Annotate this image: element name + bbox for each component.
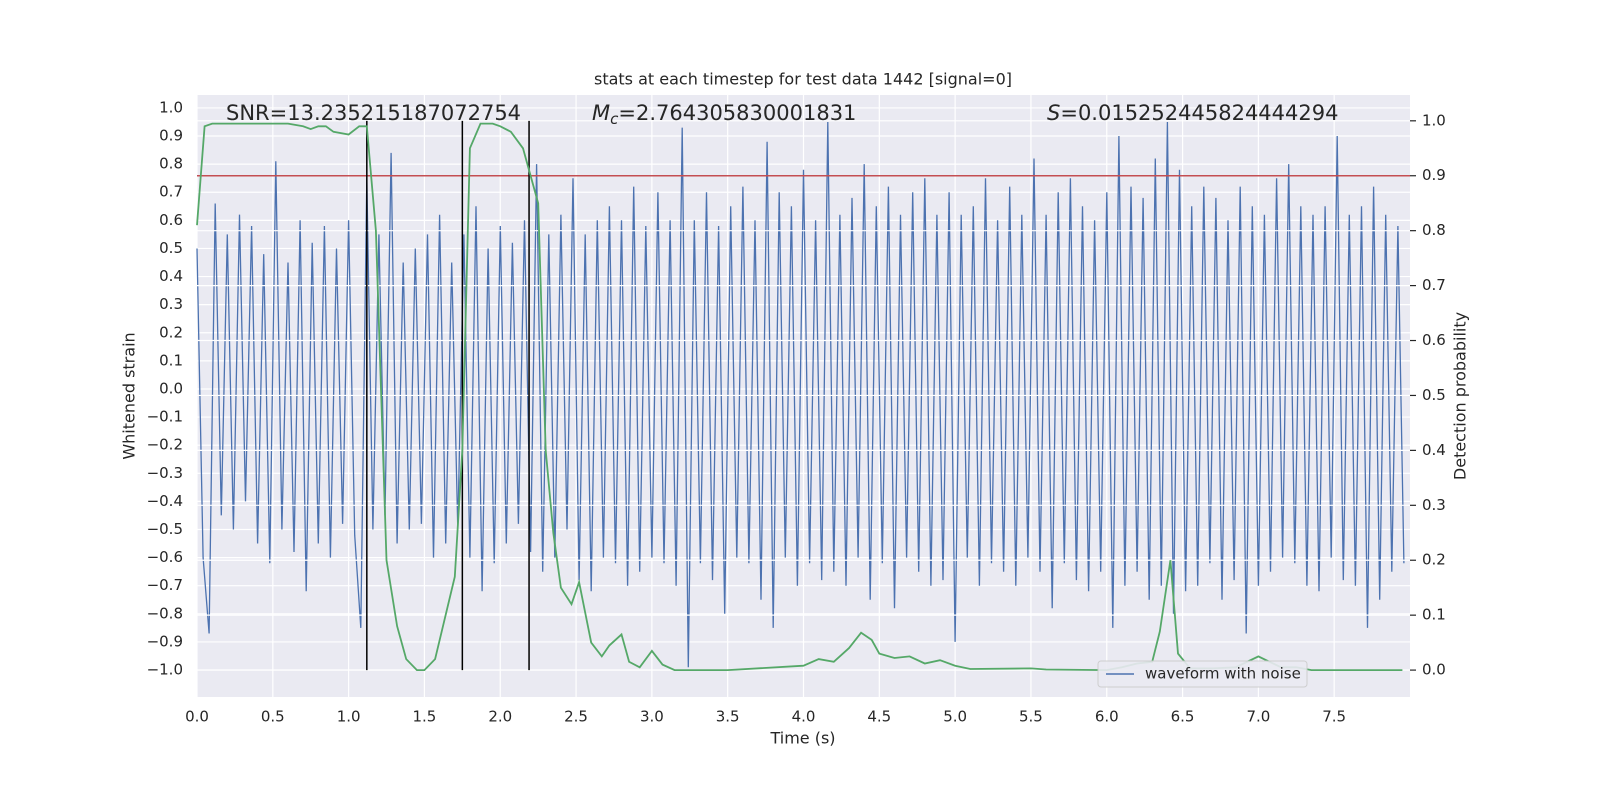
x-tick-label: 7.5 bbox=[1322, 708, 1346, 726]
y-tick-label: 0.7 bbox=[159, 183, 183, 201]
y2-tick-label: 1.0 bbox=[1422, 111, 1446, 129]
annotation-text: =2.764305830001831 bbox=[618, 101, 856, 125]
y-tick-label: −0.5 bbox=[147, 520, 183, 538]
y-tick-label: 0.2 bbox=[159, 323, 183, 341]
y-tick-label: 0.0 bbox=[159, 379, 183, 397]
y-tick-label: −0.9 bbox=[147, 632, 183, 650]
annotation-text: SNR=13.235215187072754 bbox=[226, 101, 521, 125]
y2-axis-label: Detection probability bbox=[1451, 312, 1470, 480]
y2-tick-label: 0.2 bbox=[1422, 551, 1446, 569]
x-tick-label: 6.5 bbox=[1171, 708, 1195, 726]
y2-tick-label: 0.3 bbox=[1422, 496, 1446, 514]
x-axis-label: Time (s) bbox=[769, 729, 835, 748]
y-tick-label: −0.6 bbox=[147, 548, 183, 566]
y2-tick-label: 0.6 bbox=[1422, 331, 1446, 349]
annotation-subscript: c bbox=[610, 110, 619, 128]
annotation-symbol: S bbox=[1047, 101, 1060, 125]
y-tick-label: 0.4 bbox=[159, 267, 183, 285]
y2-tick-label: 0.0 bbox=[1422, 661, 1446, 679]
legend-label: waveform with noise bbox=[1145, 665, 1301, 683]
y2-tick-label: 0.1 bbox=[1422, 606, 1446, 624]
x-tick-label: 4.5 bbox=[867, 708, 891, 726]
y2-tick-label: 0.8 bbox=[1422, 221, 1446, 239]
y2-tick-label: 0.5 bbox=[1422, 386, 1446, 404]
y-tick-label: 0.6 bbox=[159, 211, 183, 229]
x-tick-label: 0.5 bbox=[261, 708, 285, 726]
annotation-text: =0.015252445824444294 bbox=[1060, 101, 1338, 125]
y-tick-label: −0.7 bbox=[147, 576, 183, 594]
y2-tick-label: 0.4 bbox=[1422, 441, 1446, 459]
x-tick-label: 3.0 bbox=[640, 708, 664, 726]
y-axis-label: Whitened strain bbox=[120, 332, 139, 459]
x-tick-label: 5.5 bbox=[1019, 708, 1043, 726]
annotation: S=0.015252445824444294 bbox=[1047, 101, 1338, 125]
x-tick-label: 1.0 bbox=[337, 708, 361, 726]
y2-tick-label: 0.9 bbox=[1422, 166, 1446, 184]
annotation: SNR=13.235215187072754 bbox=[226, 101, 521, 125]
x-tick-label: 5.0 bbox=[943, 708, 967, 726]
x-tick-label: 6.0 bbox=[1095, 708, 1119, 726]
x-tick-label: 3.5 bbox=[716, 708, 740, 726]
y-tick-label: 0.8 bbox=[159, 155, 183, 173]
y2-tick-label: 0.7 bbox=[1422, 276, 1446, 294]
y-tick-label: −1.0 bbox=[147, 661, 183, 679]
chart-title: stats at each timestep for test data 144… bbox=[594, 70, 1012, 89]
y-tick-label: 1.0 bbox=[159, 98, 183, 116]
y-tick-label: 0.9 bbox=[159, 127, 183, 145]
legend-box bbox=[1097, 660, 1308, 688]
annotation: Mc=2.764305830001831 bbox=[592, 101, 856, 128]
y-tick-label: −0.4 bbox=[147, 492, 183, 510]
x-tick-label: 1.5 bbox=[413, 708, 437, 726]
y-tick-label: −0.3 bbox=[147, 464, 183, 482]
y-tick-label: −0.1 bbox=[147, 408, 183, 426]
x-tick-label: 2.5 bbox=[564, 708, 588, 726]
x-tick-label: 0.0 bbox=[185, 708, 209, 726]
x-tick-label: 4.0 bbox=[792, 708, 816, 726]
waveform-line bbox=[196, 121, 1405, 668]
y-tick-label: −0.2 bbox=[147, 436, 183, 454]
x-tick-label: 2.0 bbox=[488, 708, 512, 726]
x-tick-label: 7.0 bbox=[1246, 708, 1270, 726]
y-tick-label: 0.1 bbox=[159, 351, 183, 369]
y-tick-label: 0.5 bbox=[159, 239, 183, 257]
y-tick-label: 0.3 bbox=[159, 295, 183, 313]
y-tick-label: −0.8 bbox=[147, 604, 183, 622]
annotation-symbol: M bbox=[592, 101, 610, 125]
